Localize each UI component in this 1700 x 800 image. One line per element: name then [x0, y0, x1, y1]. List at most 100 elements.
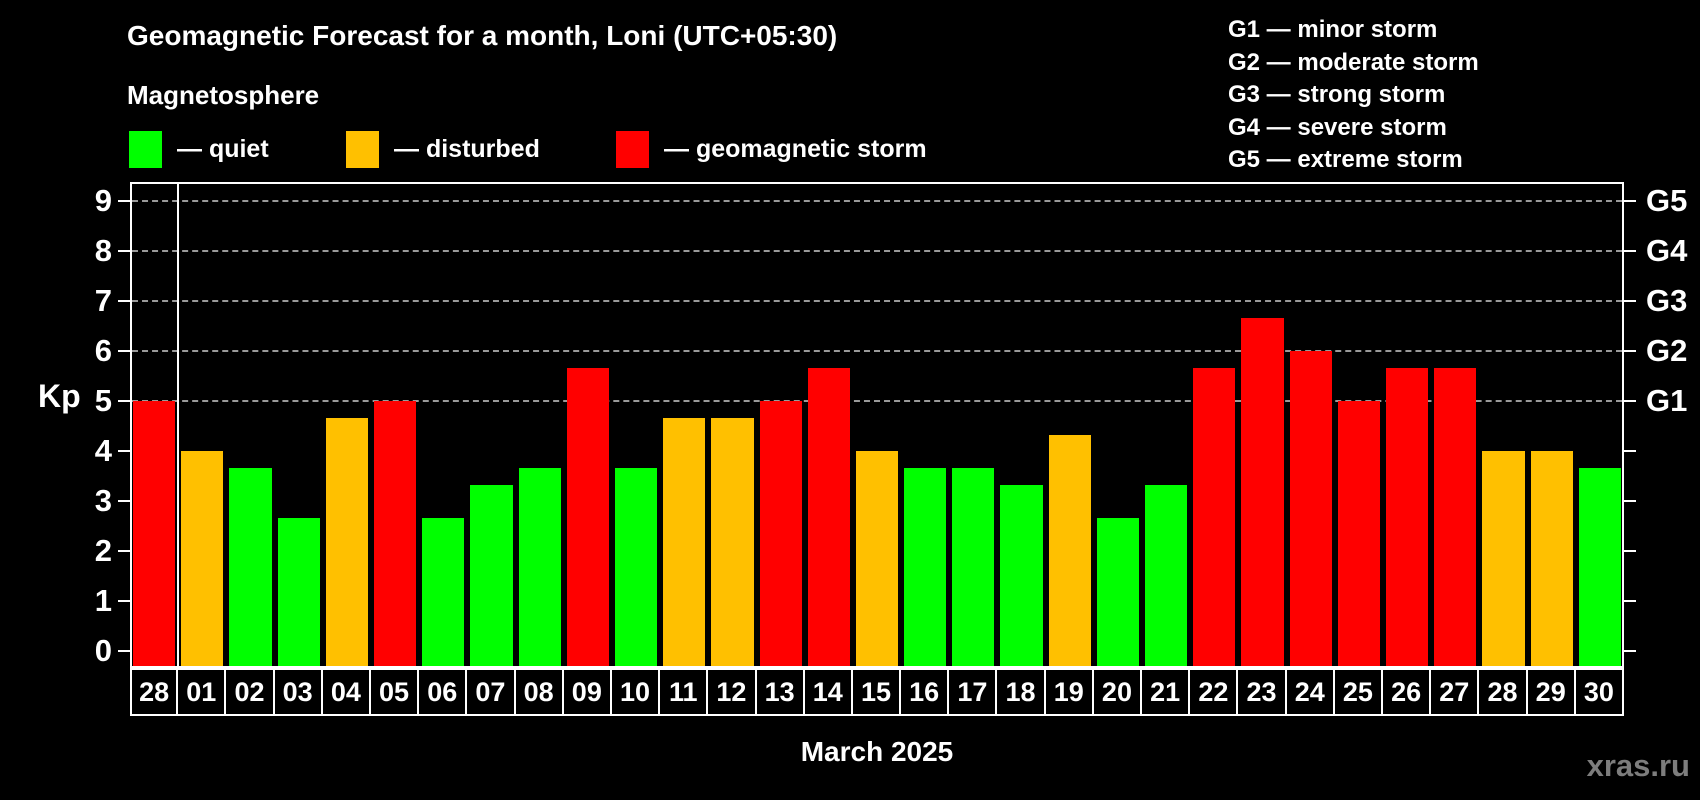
kp-bar-day-14 — [807, 367, 850, 668]
day-label-14: 14 — [802, 668, 853, 716]
kp-bar-day-18 — [1000, 484, 1043, 668]
chart-title: Geomagnetic Forecast for a month, Loni (… — [127, 20, 838, 51]
g-axis-label-g1: G1 — [1646, 383, 1688, 418]
left-axis-tick — [118, 200, 130, 202]
kp-tick-label-9: 9 — [94, 183, 112, 218]
gridline-kp-5 — [132, 400, 1622, 402]
day-label-19: 19 — [1043, 668, 1094, 716]
left-axis-tick — [118, 450, 130, 452]
left-axis-tick — [118, 250, 130, 252]
g3-legend-line: G3 — strong storm — [1228, 81, 1446, 108]
kp-bar-day-03 — [277, 517, 320, 668]
day-label-15: 15 — [850, 668, 902, 716]
kp-bar-day-10 — [614, 467, 658, 668]
storm-color-swatch — [616, 131, 649, 168]
legend-item-storm: — geomagnetic storm — [616, 131, 927, 168]
day-label-06: 06 — [417, 668, 468, 716]
kp-bar-day-23 — [1241, 317, 1284, 668]
right-axis-tick — [1624, 550, 1636, 552]
day-label-24: 24 — [1284, 668, 1335, 716]
day-label-05: 05 — [368, 668, 420, 716]
day-label-29: 29 — [1525, 668, 1576, 716]
kp-tick-label-7: 7 — [94, 283, 112, 318]
day-label-23: 23 — [1236, 668, 1287, 716]
day-label-16: 16 — [899, 668, 950, 716]
left-axis-tick — [118, 600, 130, 602]
kp-bar-day-07 — [470, 484, 513, 668]
kp-bar-day-01 — [181, 451, 224, 668]
kp-tick-label-6: 6 — [94, 333, 112, 368]
right-axis-tick — [1624, 200, 1636, 202]
day-label-12: 12 — [706, 668, 757, 716]
day-label-11: 11 — [658, 668, 709, 716]
g1-legend-line: G1 — minor storm — [1228, 16, 1438, 43]
legend-label-disturbed: — disturbed — [394, 135, 540, 163]
g5-legend-line: G5 — extreme storm — [1228, 146, 1463, 173]
day-label-28: 28 — [1477, 668, 1528, 716]
kp-tick-label-2: 2 — [94, 533, 112, 568]
legend-item-quiet: — quiet — [129, 131, 269, 168]
legend-label-storm: — geomagnetic storm — [664, 135, 927, 163]
kp-bar-day-11 — [663, 417, 706, 668]
day-label-04: 04 — [320, 668, 371, 716]
disturbed-color-swatch — [346, 131, 379, 168]
day-label-08: 08 — [513, 668, 564, 716]
kp-bar-day-02 — [229, 467, 272, 668]
kp-bar-day-22 — [1193, 367, 1236, 668]
kp-tick-label-8: 8 — [94, 233, 112, 268]
day-label-07: 07 — [465, 668, 516, 716]
kp-bar-day-08 — [518, 467, 561, 668]
kp-bar-day-19 — [1048, 434, 1091, 668]
left-axis-tick — [118, 500, 130, 502]
right-axis-tick — [1624, 400, 1636, 402]
y-axis-title: Kp — [38, 378, 81, 414]
left-axis-tick — [118, 300, 130, 302]
kp-bar-day-27 — [1434, 367, 1477, 668]
kp-bar-day-26 — [1386, 367, 1429, 668]
left-axis-tick — [118, 350, 130, 352]
kp-bar-day-16 — [904, 467, 947, 668]
kp-bar-day-25 — [1337, 401, 1381, 668]
day-label-09: 09 — [561, 668, 612, 716]
day-label-22: 22 — [1188, 668, 1239, 716]
right-axis-tick — [1624, 600, 1636, 602]
storm-scale-legend: G1 — minor storm G2 — moderate storm G3 … — [1228, 14, 1479, 177]
day-label-01: 01 — [176, 668, 227, 716]
kp-bar-day-12 — [711, 417, 754, 668]
kp-bar-day-21 — [1145, 484, 1188, 668]
gridline-kp-9 — [132, 200, 1622, 202]
gridline-kp-6 — [132, 350, 1622, 352]
left-axis-tick — [118, 550, 130, 552]
right-axis-tick — [1624, 350, 1636, 352]
day-label-21: 21 — [1140, 668, 1191, 716]
g-axis-label-g2: G2 — [1646, 333, 1688, 368]
kp-bar-day-28 — [1482, 451, 1525, 668]
right-axis-tick — [1624, 650, 1636, 652]
kp-tick-label-4: 4 — [94, 433, 112, 468]
kp-bar-day-30 — [1578, 467, 1621, 668]
kp-bar-day-29 — [1530, 451, 1573, 668]
kp-bar-day-24 — [1289, 351, 1332, 668]
day-label-26: 26 — [1381, 668, 1432, 716]
day-label-13: 13 — [754, 668, 805, 716]
day-label-17: 17 — [947, 668, 998, 716]
left-axis-tick — [118, 650, 130, 652]
kp-bar-day-05 — [373, 401, 417, 668]
day-label-prev-28: 28 — [130, 668, 179, 716]
g4-legend-line: G4 — severe storm — [1228, 113, 1447, 141]
kp-bar-day-09 — [566, 367, 609, 668]
g-axis-label-g4: G4 — [1646, 233, 1688, 268]
g-axis-label-g5: G5 — [1646, 183, 1688, 218]
legend-item-disturbed: — disturbed — [346, 131, 540, 168]
month-separator — [177, 182, 180, 668]
watermark: xras.ru — [1586, 748, 1690, 783]
day-label-02: 02 — [224, 668, 275, 716]
day-label-25: 25 — [1332, 668, 1384, 716]
gridline-kp-8 — [132, 250, 1622, 252]
gridline-kp-7 — [132, 300, 1622, 302]
kp-tick-label-0: 0 — [94, 633, 112, 668]
right-axis-tick — [1624, 450, 1636, 452]
day-label-30: 30 — [1573, 668, 1624, 716]
day-label-20: 20 — [1091, 668, 1143, 716]
